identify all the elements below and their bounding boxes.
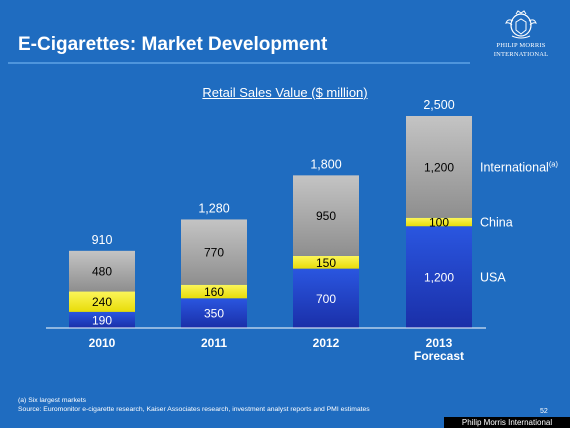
legend-label-international: International(a): [480, 159, 558, 174]
bar-segment-usa-0: [69, 311, 135, 328]
watermark: Philip Morris International: [444, 417, 570, 428]
segment-label-usa-3: 1,200: [424, 271, 454, 285]
bar-segment-usa-2: [293, 268, 359, 328]
logo-line-1: PHILIP MORRIS: [496, 42, 546, 49]
bar-segment-usa-3: [406, 226, 472, 328]
title-divider: [8, 62, 470, 64]
category-label-3-1: Forecast: [414, 349, 464, 363]
category-label-0-0: 2010: [89, 336, 116, 350]
chart-title: Retail Sales Value ($ million): [202, 85, 368, 100]
category-label-2-0: 2012: [313, 336, 340, 350]
crest-icon: [505, 10, 537, 39]
footnote-a: (a) Six largest markets: [18, 397, 86, 404]
bar-segment-usa-1: [181, 298, 247, 328]
segment-label-china-3: 100: [429, 216, 449, 230]
stacked-bar-chart: 190 240 480 910 2010 350 160 770 1,280 2011 700 150…: [46, 98, 559, 363]
total-label-1: 1,280: [198, 201, 229, 215]
slide-title: E-Cigarettes: Market Development: [18, 34, 328, 55]
segment-label-usa-0: 190: [92, 313, 112, 327]
legend-superscript: (a): [549, 159, 559, 168]
legend-label-usa: USA: [480, 271, 506, 285]
segment-label-usa-1: 350: [204, 307, 224, 321]
segment-label-international-2: 950: [316, 209, 336, 223]
category-label-1-0: 2011: [201, 336, 227, 350]
legend-text-china: China: [480, 216, 513, 230]
footnotes: (a) Six largest markets Source: Euromoni…: [18, 396, 370, 414]
legend-text-international: International: [480, 160, 549, 174]
segment-label-china-2: 150: [316, 256, 336, 270]
source-note: Source: Euromonitor e-cigarette research…: [18, 406, 370, 413]
bar-segment-china-1: [181, 284, 247, 299]
total-label-2: 1,800: [310, 157, 341, 171]
bar-segment-china-0: [69, 291, 135, 312]
bar-segment-china-2: [293, 255, 359, 269]
bar-segment-international-2: [293, 175, 359, 256]
total-label-3: 2,500: [423, 98, 454, 112]
bar-segment-international-1: [181, 219, 247, 285]
labels-layer: 190 240 480 910 2010 350 160 770 1,280 2011 700 150…: [89, 98, 559, 363]
bar-segment-international-3: [406, 116, 472, 218]
pmi-logo: PHILIP MORRIS INTERNATIONAL: [486, 10, 556, 62]
category-label-3-0: 2013: [426, 336, 453, 350]
segment-label-international-0: 480: [92, 265, 112, 279]
total-label-0: 910: [92, 233, 113, 247]
page-number: 52: [540, 408, 548, 415]
logo-line-2: INTERNATIONAL: [493, 51, 549, 58]
legend-label-china: China: [480, 216, 513, 230]
bars-layer: [69, 116, 472, 328]
segment-label-international-1: 770: [204, 246, 224, 260]
segment-label-china-0: 240: [92, 295, 112, 309]
segment-label-international-3: 1,200: [424, 160, 454, 174]
segment-label-usa-2: 700: [316, 292, 336, 306]
legend-text-usa: USA: [480, 271, 506, 285]
bar-segment-china-3: [406, 217, 472, 227]
bar-segment-international-0: [69, 250, 135, 292]
segment-label-china-1: 160: [204, 285, 224, 299]
